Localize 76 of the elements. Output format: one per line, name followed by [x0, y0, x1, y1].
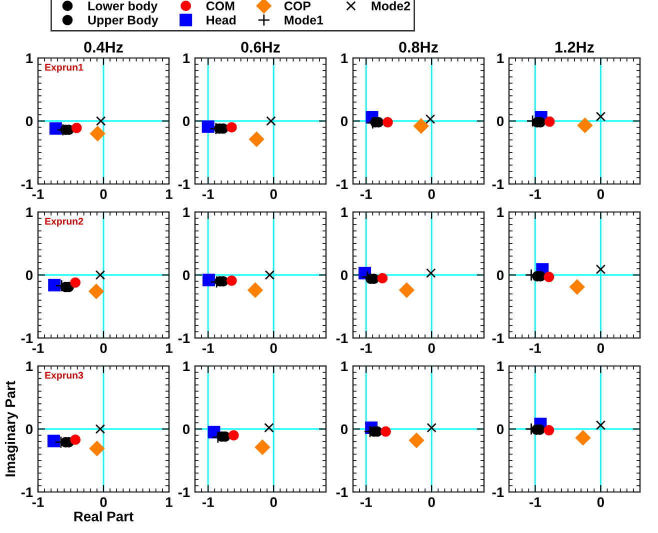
y-tick-label: 0 — [26, 116, 33, 126]
y-tick-label: -1 — [178, 179, 190, 190]
legend-label: Upper Body — [88, 15, 158, 27]
y-tick-label: 0 — [496, 270, 504, 280]
y-tick-label: 0 — [182, 424, 190, 434]
x-tick-label: -1 — [202, 343, 214, 353]
x-tick-label: -1 — [530, 189, 541, 199]
y-tick-label: 1 — [341, 361, 348, 372]
y-tick-label: -1 — [336, 487, 348, 498]
legend-label: Mode1 — [284, 15, 324, 25]
legend-label: Lower body — [88, 1, 158, 13]
y-tick-label: 1 — [183, 207, 190, 218]
y-tick-label: 1 — [26, 361, 33, 372]
y-tick-label: 1 — [497, 361, 504, 372]
annotation: Exprun3 — [45, 372, 84, 381]
x-tick-label: -1 — [530, 343, 541, 353]
chart-title: 0.6Hz — [241, 42, 280, 53]
x-tick-label: 0 — [270, 497, 277, 508]
y-tick-label: -1 — [492, 333, 504, 344]
y-tick-label: 1 — [183, 53, 190, 64]
x-tick-label: 0 — [597, 497, 604, 508]
x-tick-label: 0 — [428, 497, 435, 508]
y-tick-label: -1 — [21, 487, 33, 498]
x-tick-label: 1 — [166, 343, 172, 353]
x-tick-label: 0 — [100, 497, 107, 508]
x-tick-label: 0 — [270, 189, 277, 200]
y-tick-label: -1 — [178, 487, 190, 498]
x-axis-title: Real Part — [74, 511, 134, 522]
legend-label: COM — [206, 2, 234, 10]
y-tick-label: -1 — [336, 179, 348, 190]
x-tick-label: -1 — [202, 497, 214, 507]
x-tick-label: 0 — [428, 343, 435, 354]
x-tick-label: 0 — [428, 189, 435, 200]
y-tick-label: 0 — [496, 116, 504, 126]
chart-title: 0.4Hz — [84, 42, 123, 53]
y-tick-label: 1 — [497, 207, 504, 218]
y-tick-label: 0 — [26, 270, 33, 280]
y-tick-label: -1 — [492, 179, 504, 190]
y-tick-label: 1 — [341, 53, 348, 64]
x-tick-label: -1 — [360, 189, 372, 199]
y-tick-label: 0 — [340, 270, 348, 280]
y-tick-label: -1 — [21, 333, 33, 344]
x-tick-label: 0 — [270, 343, 277, 354]
x-tick-label: 0 — [597, 343, 604, 354]
y-tick-label: 1 — [26, 53, 33, 64]
annotation: Exprun1 — [45, 64, 84, 73]
x-tick-label: -1 — [530, 497, 541, 507]
y-tick-label: -1 — [492, 487, 504, 498]
x-tick-label: -1 — [360, 497, 372, 507]
y-tick-label: 0 — [340, 116, 348, 126]
y-tick-label: 1 — [26, 207, 33, 218]
y-tick-label: 1 — [183, 361, 190, 372]
legend-label: Head — [206, 15, 236, 25]
annotation: Exprun2 — [45, 218, 84, 227]
y-tick-label: 1 — [497, 53, 504, 64]
x-tick-label: -1 — [360, 343, 372, 353]
y-tick-label: -1 — [336, 333, 348, 344]
x-tick-label: 1 — [166, 497, 172, 507]
x-tick-label: 0 — [597, 189, 604, 200]
chart-title: 0.8Hz — [399, 42, 438, 53]
x-tick-label: 0 — [100, 189, 107, 200]
y-tick-label: 0 — [340, 424, 348, 434]
y-tick-label: -1 — [21, 179, 33, 190]
y-tick-label: 1 — [341, 207, 348, 218]
legend-label: COP — [284, 2, 311, 10]
chart-title: 1.2Hz — [556, 42, 594, 52]
y-tick-label: 0 — [182, 116, 190, 126]
x-tick-label: -1 — [202, 189, 214, 199]
x-tick-label: 0 — [100, 343, 107, 354]
y-tick-label: 0 — [26, 424, 33, 434]
y-tick-label: -1 — [178, 333, 190, 344]
x-tick-label: 1 — [166, 189, 172, 199]
y-tick-label: 0 — [182, 270, 190, 280]
legend-label: Mode2 — [372, 1, 410, 10]
y-axis-title: Imaginary Part — [5, 380, 18, 476]
y-tick-label: 0 — [496, 424, 504, 434]
